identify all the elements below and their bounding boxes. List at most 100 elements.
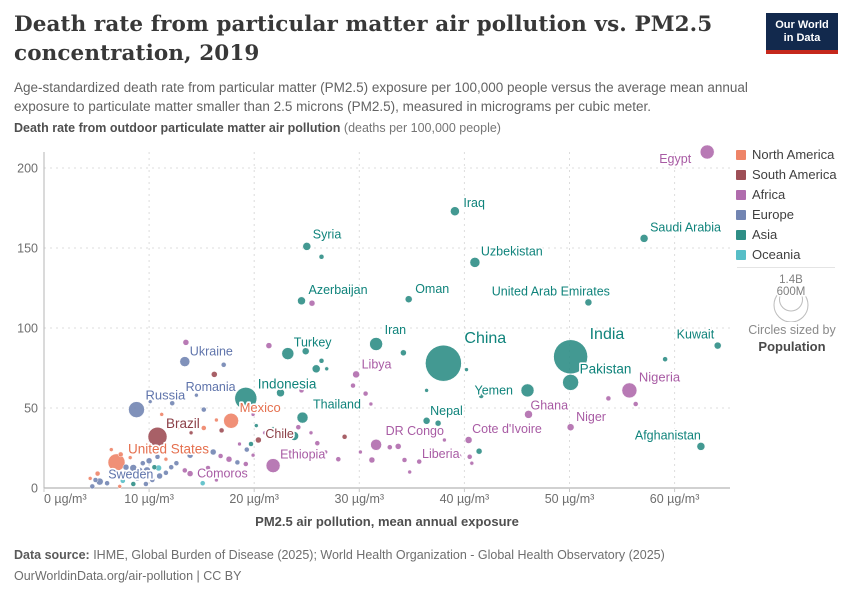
data-point[interactable] bbox=[350, 382, 356, 389]
data-point[interactable] bbox=[662, 356, 668, 362]
data-point[interactable] bbox=[466, 454, 473, 460]
data-point[interactable] bbox=[250, 412, 256, 417]
point-egypt[interactable] bbox=[699, 144, 715, 160]
data-point[interactable] bbox=[262, 430, 267, 436]
data-point[interactable] bbox=[122, 463, 130, 471]
data-point[interactable] bbox=[311, 364, 321, 374]
data-point[interactable] bbox=[145, 457, 153, 465]
point-china[interactable] bbox=[425, 344, 462, 382]
data-point[interactable] bbox=[151, 464, 158, 470]
point-india[interactable] bbox=[553, 339, 588, 375]
point-saudi-arabia[interactable] bbox=[639, 234, 649, 243]
data-point[interactable] bbox=[199, 480, 206, 486]
data-point[interactable] bbox=[117, 484, 122, 489]
data-point[interactable] bbox=[143, 466, 151, 475]
point-liberia[interactable] bbox=[401, 457, 408, 463]
data-point[interactable] bbox=[270, 426, 276, 432]
data-point[interactable] bbox=[92, 477, 99, 483]
data-point[interactable] bbox=[478, 393, 484, 399]
point-russia[interactable] bbox=[128, 401, 145, 418]
data-point[interactable] bbox=[89, 483, 96, 490]
data-point[interactable] bbox=[318, 358, 325, 364]
point-syria[interactable] bbox=[302, 242, 312, 251]
data-point[interactable] bbox=[234, 459, 241, 466]
data-point[interactable] bbox=[430, 454, 436, 460]
data-point[interactable] bbox=[214, 477, 219, 483]
data-point[interactable] bbox=[214, 417, 219, 423]
legend-item-north_america[interactable]: North America bbox=[736, 147, 837, 162]
data-point[interactable] bbox=[469, 460, 475, 466]
data-point[interactable] bbox=[368, 456, 376, 464]
point-cote-d-ivoire[interactable] bbox=[464, 436, 473, 444]
data-point[interactable] bbox=[201, 425, 207, 431]
point-kuwait[interactable] bbox=[713, 341, 722, 350]
data-point[interactable] bbox=[394, 443, 402, 450]
data-point[interactable] bbox=[194, 392, 199, 398]
data-point[interactable] bbox=[168, 464, 174, 470]
data-point[interactable] bbox=[130, 481, 137, 487]
point-united-states[interactable] bbox=[107, 453, 126, 472]
data-point[interactable] bbox=[605, 395, 612, 402]
data-point[interactable] bbox=[301, 347, 310, 355]
data-point[interactable] bbox=[136, 467, 143, 474]
point-chile[interactable] bbox=[255, 436, 262, 444]
data-point[interactable] bbox=[143, 481, 149, 487]
data-point[interactable] bbox=[179, 443, 186, 450]
point-ukraine[interactable] bbox=[179, 356, 191, 367]
data-point[interactable] bbox=[314, 440, 321, 446]
data-point[interactable] bbox=[202, 444, 208, 450]
point-united-arab-emirates[interactable] bbox=[584, 298, 593, 307]
legend-item-oceania[interactable]: Oceania bbox=[736, 247, 837, 262]
data-point[interactable] bbox=[163, 470, 169, 476]
point-iraq[interactable] bbox=[450, 206, 460, 216]
data-point[interactable] bbox=[265, 342, 273, 349]
data-point[interactable] bbox=[154, 454, 161, 460]
data-point[interactable] bbox=[220, 362, 227, 368]
point-thailand[interactable] bbox=[296, 411, 309, 424]
data-point[interactable] bbox=[323, 449, 328, 455]
data-point[interactable] bbox=[416, 458, 422, 465]
legend-item-south_america[interactable]: South America bbox=[736, 167, 837, 182]
data-point[interactable] bbox=[94, 470, 101, 477]
data-point[interactable] bbox=[134, 475, 141, 482]
data-point[interactable] bbox=[117, 451, 124, 458]
point-indonesia[interactable] bbox=[234, 387, 258, 410]
data-point[interactable] bbox=[211, 371, 218, 378]
data-point[interactable] bbox=[259, 404, 264, 410]
data-point[interactable] bbox=[434, 419, 442, 427]
point-ghana[interactable] bbox=[524, 410, 533, 419]
data-point[interactable] bbox=[173, 460, 180, 466]
point-romania[interactable] bbox=[176, 391, 183, 399]
point-azerbaijan[interactable] bbox=[297, 296, 306, 306]
data-point[interactable] bbox=[362, 390, 369, 397]
point-uzbekistan[interactable] bbox=[469, 257, 481, 268]
data-point[interactable] bbox=[186, 451, 194, 459]
point-turkey[interactable] bbox=[281, 347, 295, 360]
data-point[interactable] bbox=[324, 366, 329, 372]
data-point[interactable] bbox=[289, 431, 299, 441]
data-point[interactable] bbox=[196, 448, 201, 454]
data-point[interactable] bbox=[475, 447, 483, 455]
point-mexico[interactable] bbox=[223, 413, 239, 429]
data-point[interactable] bbox=[387, 444, 393, 450]
owid-logo[interactable]: Our World in Data bbox=[766, 13, 838, 54]
data-point[interactable] bbox=[149, 477, 156, 483]
point-ethiopia[interactable] bbox=[265, 458, 281, 473]
data-point[interactable] bbox=[456, 453, 462, 459]
data-point[interactable] bbox=[295, 424, 302, 430]
data-point[interactable] bbox=[368, 401, 374, 407]
data-point[interactable] bbox=[225, 455, 233, 463]
data-point[interactable] bbox=[109, 472, 116, 480]
data-point[interactable] bbox=[127, 455, 133, 460]
point-comoros[interactable] bbox=[186, 470, 194, 477]
data-point[interactable] bbox=[174, 424, 181, 430]
data-point[interactable] bbox=[250, 452, 256, 458]
point-libya[interactable] bbox=[352, 370, 360, 379]
data-point[interactable] bbox=[335, 456, 342, 462]
point-brazil[interactable] bbox=[147, 427, 168, 447]
data-point[interactable] bbox=[358, 449, 363, 455]
legend-item-asia[interactable]: Asia bbox=[736, 227, 837, 242]
data-point[interactable] bbox=[159, 412, 164, 417]
data-point[interactable] bbox=[163, 456, 169, 462]
